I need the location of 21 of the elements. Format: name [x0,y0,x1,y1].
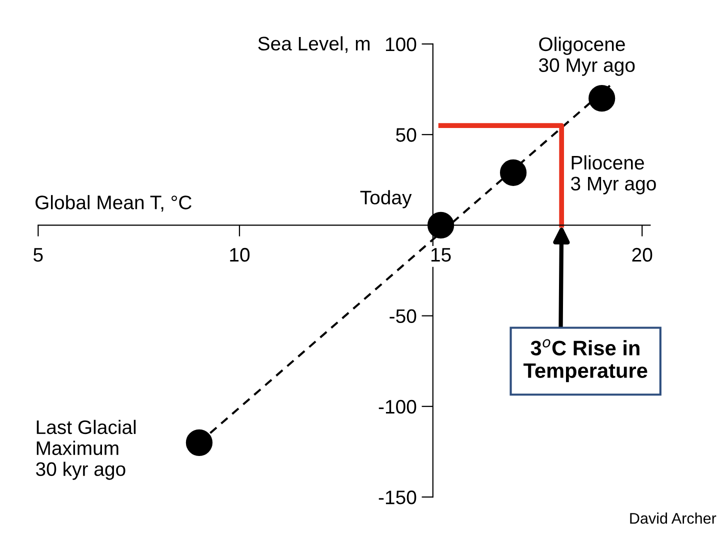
text: David Archer [630,512,716,524]
point [427,212,454,239]
x-tick-label: 10 [230,248,250,262]
x-tick-label: 20 [632,248,652,262]
y-tick-label: 50 [396,128,416,142]
point [588,85,616,112]
point [186,429,213,456]
annotation: Oligocene 30 Myr ago [538,36,635,76]
point [500,159,527,186]
y-tick-label: 100 [386,37,416,52]
annotation: Today [360,190,412,208]
y-tick-label: -100 [378,400,416,414]
x-tick-label: 5 [34,248,43,262]
x-tick-label: 15 [431,248,451,262]
y-tick-label: -150 [378,490,416,504]
annotation: Last Glacial Maximum 30 kyr ago [36,420,136,480]
annotation: Pliocene 3 Myr ago [570,155,656,194]
x-axis-title: Global Mean T, °C [36,195,192,212]
y-axis-title: Sea Level, m [258,36,370,53]
annotation: 3$^{o}$C Rise in Temperature [523,339,648,382]
y-tick-label: -50 [390,309,416,324]
